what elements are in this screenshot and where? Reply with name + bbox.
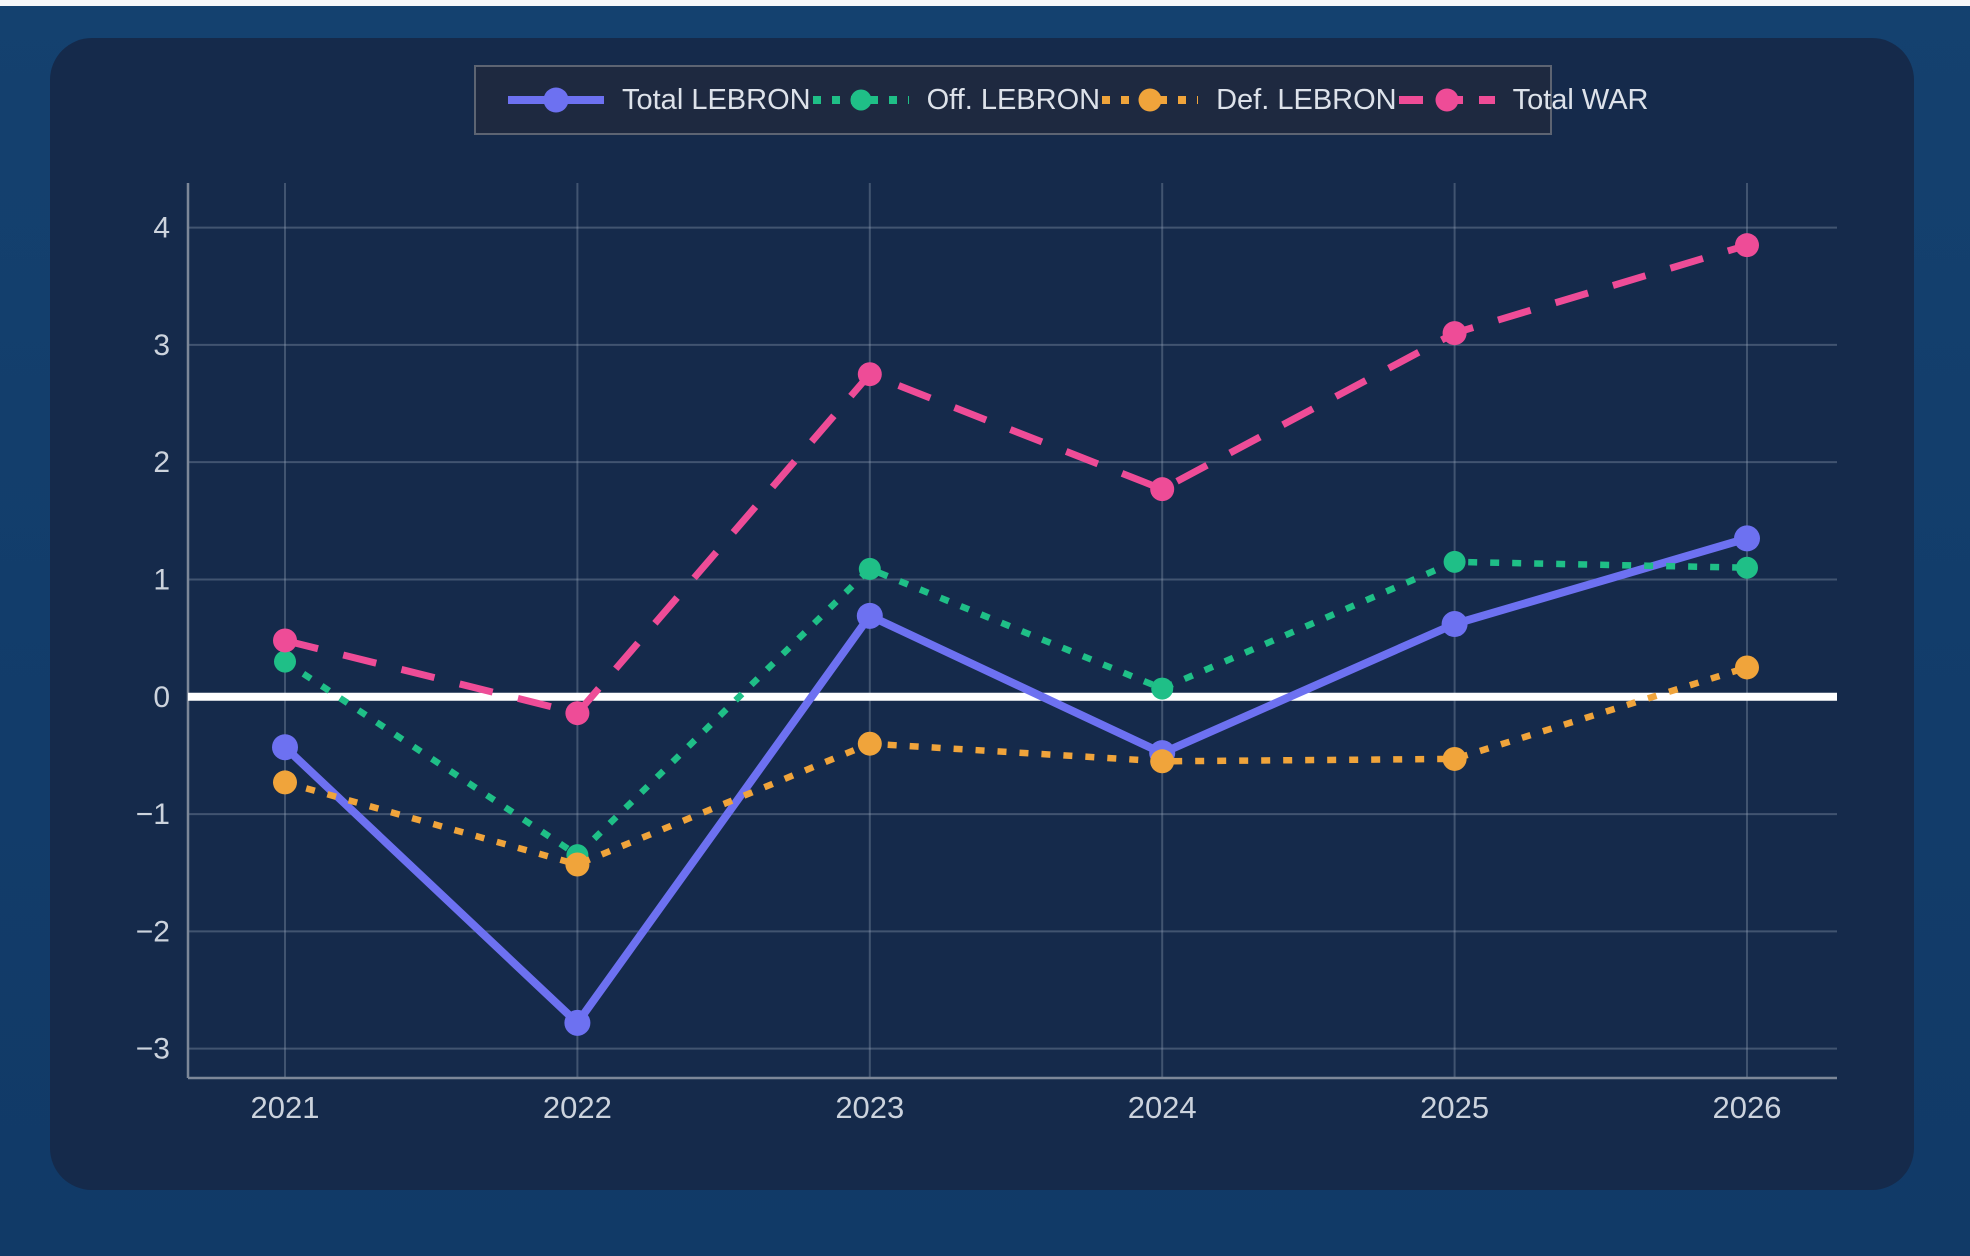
data-point-marker [1734, 525, 1760, 552]
data-point-marker [1150, 477, 1175, 502]
legend-item-label: Off. LEBRON [926, 83, 1101, 116]
data-point-marker [856, 602, 883, 629]
data-point-marker [1735, 655, 1759, 680]
x-tick-label: 2024 [1128, 1090, 1197, 1125]
legend-item-off-lebron[interactable]: Off. LEBRON [811, 83, 1101, 117]
data-point-marker [858, 557, 881, 580]
data-point-marker [1736, 556, 1758, 579]
data-point-marker [857, 362, 882, 387]
y-tick-label: −2 [136, 915, 170, 948]
data-point-marker [857, 731, 882, 756]
legend-swatch-icon [508, 87, 604, 113]
data-point-marker [1151, 677, 1174, 700]
data-point-marker [565, 701, 590, 726]
legend-item-label: Def. LEBRON [1216, 83, 1397, 116]
series-line-def-lebron [284, 664, 1748, 868]
x-tick-label: 2026 [1713, 1090, 1782, 1125]
series-line-total-war [284, 241, 1749, 717]
top-edge-strip [0, 0, 1970, 6]
legend-item-total-lebron[interactable]: Total LEBRON [506, 83, 811, 117]
data-point-marker [273, 628, 297, 653]
x-tick-label: 2021 [251, 1090, 320, 1125]
data-point-marker [1442, 746, 1467, 771]
y-tick-label: −1 [136, 798, 170, 831]
y-tick-label: 2 [153, 446, 170, 479]
chart-legend: Total LEBRON Off. LEBRON Def. LEBRON Total … [474, 65, 1649, 135]
data-point-marker [564, 1009, 591, 1036]
data-point-marker [274, 650, 296, 673]
x-tick-label: 2023 [835, 1090, 904, 1125]
legend-item-label: Total WAR [1512, 83, 1649, 116]
data-point-marker [1735, 233, 1759, 258]
y-tick-label: 1 [153, 563, 170, 596]
data-point-marker [565, 852, 590, 877]
data-point-marker [1150, 749, 1175, 774]
legend-swatch-icon [1398, 88, 1495, 112]
legend-swatch-icon [1102, 88, 1199, 112]
y-tick-label: −3 [136, 1033, 170, 1066]
data-point-marker [273, 770, 297, 795]
x-tick-label: 2022 [543, 1090, 612, 1125]
data-point-marker [1442, 321, 1467, 346]
data-point-marker [272, 734, 298, 761]
x-tick-label: 2025 [1420, 1090, 1489, 1125]
y-tick-label: 0 [153, 681, 170, 714]
data-point-marker [1443, 550, 1466, 573]
legend-item-def-lebron[interactable]: Def. LEBRON [1100, 83, 1397, 117]
series-line-total-lebron [282, 534, 1749, 1027]
legend-item-total-war[interactable]: Total WAR [1397, 83, 1649, 117]
series-line-off-lebron [283, 558, 1748, 859]
y-tick-label: 4 [153, 212, 170, 245]
data-point-marker [1441, 611, 1468, 638]
legend-item-label: Total LEBRON [622, 83, 811, 116]
y-tick-label: 3 [153, 329, 170, 362]
legend-swatch-icon [812, 89, 909, 111]
